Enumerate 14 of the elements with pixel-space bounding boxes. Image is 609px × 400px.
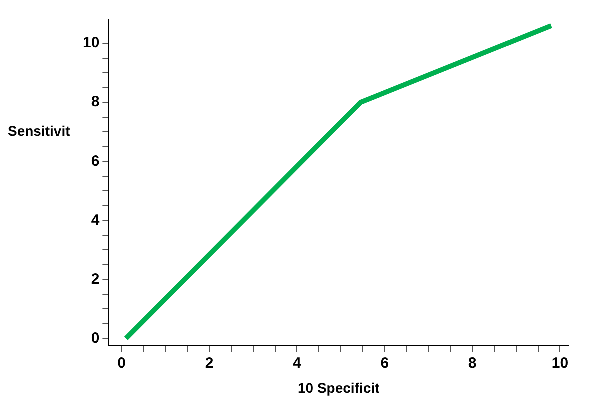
y-tick-label: 10 [82,34,100,52]
x-tick-label: 10 [552,355,569,372]
y-tick-label: 8 [91,94,100,111]
y-axis-title: Sensitivit [8,122,71,139]
x-tick-label: 6 [380,355,390,372]
y-tick-label: 6 [91,152,100,170]
x-axis-title: 10 Specificit [298,380,380,396]
x-tick-label: 2 [205,355,214,372]
y-tick-label: 0 [91,330,100,347]
y-tick-label: 4 [91,212,100,229]
x-tick-label: 0 [118,355,126,372]
x-tick-label: 8 [468,355,477,372]
y-tick-label: 2 [91,270,100,288]
x-tick-label: 4 [293,355,302,372]
